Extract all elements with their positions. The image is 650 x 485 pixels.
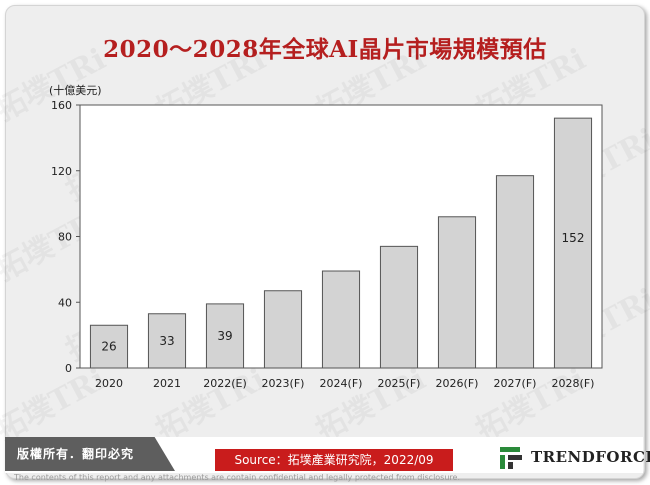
bar [553, 117, 593, 369]
bar-data-label: 39 [217, 329, 232, 343]
x-tick-label: 2027(F) [494, 377, 537, 390]
bar [321, 270, 361, 369]
x-tick-label: 2024(F) [320, 377, 363, 390]
x-tick-label: 2020 [95, 377, 123, 390]
bar-data-label: 152 [562, 231, 585, 245]
bar [495, 175, 535, 369]
x-tick-label: 2028(F) [552, 377, 595, 390]
copyright-notice: 版權所有．翻印必究 [5, 437, 175, 471]
x-tick-label: 2021 [153, 377, 181, 390]
x-tick-label: 2026(F) [436, 377, 479, 390]
bar [379, 245, 419, 369]
disclaimer-text: The contents of this report and any atta… [14, 473, 460, 482]
x-tick-label: 2025(F) [378, 377, 421, 390]
y-tick-label: 80 [58, 231, 72, 244]
trendforce-logo-icon [500, 447, 522, 469]
y-tick-label: 160 [51, 99, 72, 112]
trendforce-brand: TRENDFORCE [500, 444, 650, 470]
bar [147, 313, 187, 369]
y-tick-label: 40 [58, 296, 72, 309]
chart-title: 2020～2028年全球AI晶片市場規模預估 [103, 36, 547, 63]
y-axis-unit-label: (十億美元) [49, 83, 102, 97]
y-tick-label: 120 [51, 165, 72, 178]
brand-name: TRENDFORCE [531, 448, 650, 466]
bar [89, 324, 129, 369]
bar-data-label: 33 [159, 334, 174, 348]
bar-chart: (十億美元) 0 40 80 120 160 2020 26 2021 33 2022(E) 39 20… [49, 83, 603, 390]
source-label: Source：拓墣產業研究院，2022/09 [215, 449, 453, 471]
bar [437, 216, 477, 369]
bar [263, 290, 303, 369]
x-tick-label: 2023(F) [262, 377, 305, 390]
x-tick-label: 2022(E) [203, 377, 247, 390]
bar [205, 303, 245, 369]
y-tick-label: 0 [65, 362, 72, 375]
bar-data-label: 26 [101, 340, 116, 354]
